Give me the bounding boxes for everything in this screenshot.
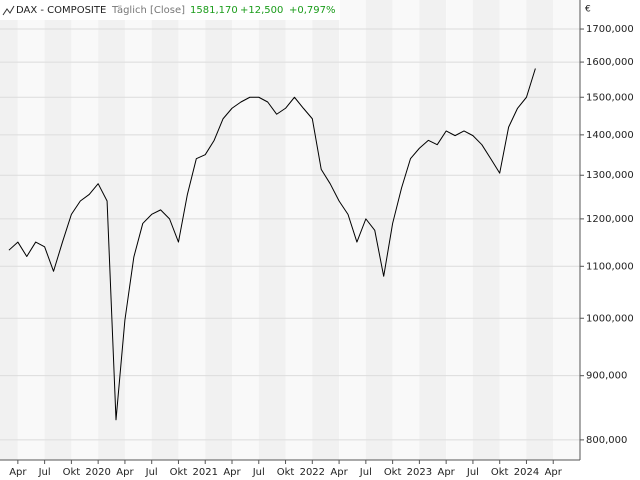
background-band [258, 0, 286, 460]
x-tick-label: 2024 [514, 467, 539, 478]
x-tick-label: Apr [9, 467, 27, 478]
x-tick-label: Jul [466, 467, 479, 478]
price-line [8, 68, 536, 421]
y-tick-label: 1200,000 [586, 214, 634, 225]
background-band [499, 0, 527, 460]
background-band [205, 0, 232, 460]
background-band [285, 0, 313, 460]
change-percent: +0,797% [289, 5, 336, 16]
background [0, 0, 580, 460]
background-band [526, 0, 554, 460]
grid [0, 28, 580, 441]
background-band [392, 0, 420, 460]
y-tick-label: 1500,000 [586, 92, 634, 103]
x-tick-label: 2020 [85, 467, 110, 478]
y-tick-label: 1400,000 [586, 130, 634, 141]
header-background [0, 0, 340, 20]
background-band [553, 0, 580, 460]
background-band [365, 0, 393, 460]
background-band [124, 0, 152, 460]
background-band [312, 0, 340, 460]
y-axis-unit: € [585, 5, 591, 15]
x-tick-label: Apr [437, 467, 455, 478]
background-band [472, 0, 500, 460]
x-tick-label: Okt [63, 467, 81, 478]
y-tick-label: 900,000 [586, 371, 627, 382]
plot [8, 68, 536, 421]
chart-title: DAX - COMPOSITE [16, 5, 106, 16]
x-tick-label: Jul [252, 467, 265, 478]
x-tick-label: 2022 [300, 467, 325, 478]
x-tick-label: 2023 [407, 467, 432, 478]
background-band [98, 0, 125, 460]
y-tick-label: 1000,000 [586, 313, 634, 324]
x-tick-label: Okt [491, 467, 509, 478]
x-tick-label: Okt [277, 467, 295, 478]
chart-subtitle: Täglich [Close] [111, 5, 185, 16]
x-tick-label: Jul [145, 467, 158, 478]
x-tick-label: Jul [359, 467, 372, 478]
x-tick-label: 2021 [193, 467, 218, 478]
x-tick-label: Jul [38, 467, 51, 478]
background-band [44, 0, 72, 460]
x-tick-label: Apr [330, 467, 348, 478]
y-tick-label: 1300,000 [586, 170, 634, 181]
x-tick-label: Apr [545, 467, 563, 478]
change: +12,500 [240, 5, 283, 16]
last-price: 1581,170 [190, 5, 238, 16]
y-tick-label: 1100,000 [586, 261, 634, 272]
background-band [419, 0, 447, 460]
x-tick-label: Okt [384, 467, 402, 478]
background-band [178, 0, 206, 460]
background-band [71, 0, 99, 460]
y-tick-label: 1700,000 [586, 24, 634, 35]
chart-icon [2, 5, 15, 16]
background-band [151, 0, 179, 460]
background-band [0, 0, 18, 460]
background-band [232, 0, 259, 460]
x-tick-label: Okt [170, 467, 188, 478]
y-tick-label: 800,000 [586, 435, 627, 446]
x-tick-label: Apr [223, 467, 241, 478]
background-band [17, 0, 45, 460]
background-band [446, 0, 473, 460]
x-tick-label: Apr [116, 467, 134, 478]
y-tick-label: 1600,000 [586, 57, 634, 68]
